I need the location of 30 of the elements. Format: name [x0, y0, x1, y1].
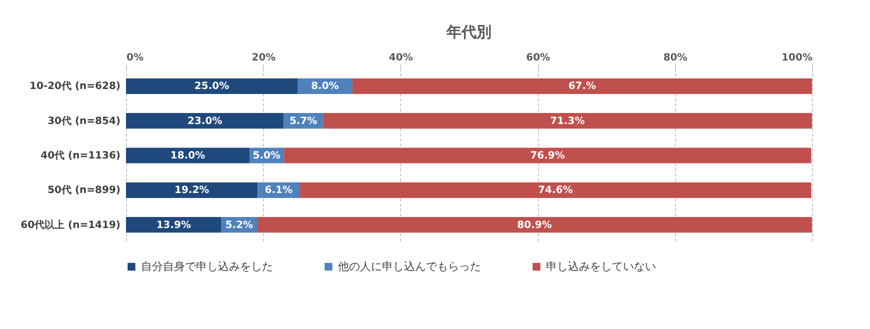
legend-label: 申し込みをしていない [546, 260, 656, 273]
data-label: 8.0% [311, 81, 339, 92]
chart-title: 年代別 [446, 23, 492, 41]
data-label: 74.6% [538, 185, 573, 196]
legend-label: 自分自身で申し込みをした [141, 260, 273, 273]
y-tick-label: 50代 (n=899) [48, 184, 120, 196]
x-tick-label: 40% [388, 52, 413, 64]
data-label: 25.0% [194, 81, 230, 92]
data-label: 13.9% [156, 220, 192, 231]
data-label: 5.7% [289, 116, 318, 127]
y-tick-label: 40代 (n=1136) [40, 150, 120, 162]
x-tick-label: 60% [526, 52, 550, 64]
x-tick-label: 20% [252, 52, 276, 64]
data-label: 80.9% [517, 220, 552, 231]
data-label: 23.0% [188, 116, 222, 127]
x-tick-label: 80% [663, 52, 688, 64]
data-label: 5.0% [252, 150, 280, 162]
x-tick-label: 0% [126, 52, 144, 64]
data-label: 5.2% [225, 220, 254, 231]
data-label: 6.1% [264, 185, 292, 196]
y-tick-label: 10-20代 (n=628) [30, 80, 120, 92]
x-tick-label: 100% [782, 52, 812, 64]
data-label: 67.% [568, 81, 596, 92]
data-label: 71.3% [550, 116, 585, 127]
data-label: 18.0% [170, 150, 206, 162]
data-label: 76.9% [530, 150, 565, 162]
y-tick-label: 60代以上 (n=1419) [20, 218, 120, 231]
legend-label: 他の人に申し込んでもらった [338, 260, 481, 273]
y-tick-label: 30代 (n=854) [48, 114, 120, 127]
data-label: 19.2% [174, 185, 210, 196]
